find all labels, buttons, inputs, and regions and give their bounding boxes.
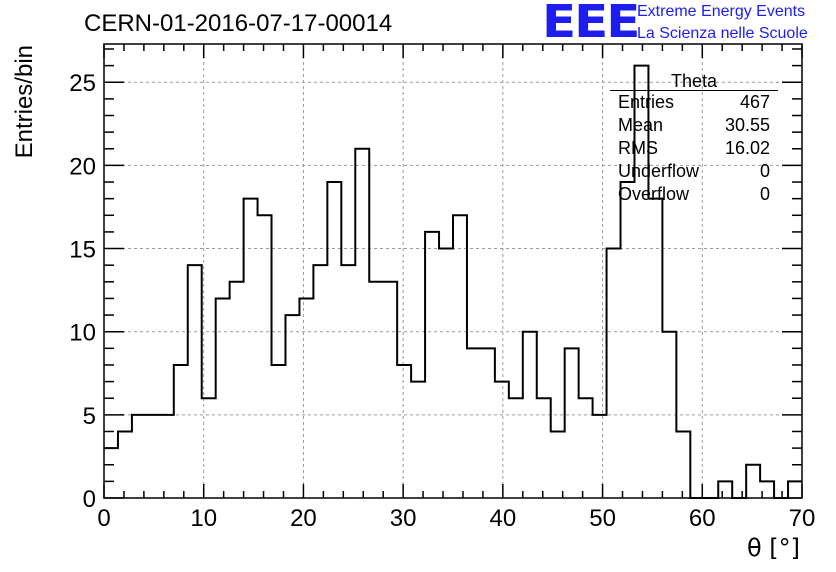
stats-label: RMS xyxy=(618,138,658,158)
histogram-bin xyxy=(718,481,732,498)
stats-value: 467 xyxy=(739,92,770,112)
histogram-bin xyxy=(648,199,662,498)
histogram-bin xyxy=(160,415,174,498)
histogram-bin xyxy=(285,315,299,498)
x-tick-label: 60 xyxy=(689,505,716,532)
x-tick-label: 0 xyxy=(97,505,110,532)
histogram-bin xyxy=(565,348,579,498)
histogram-bin xyxy=(453,215,467,498)
x-tick-label: 40 xyxy=(490,505,517,532)
histogram-bin xyxy=(607,249,621,498)
histogram-bars xyxy=(104,64,802,499)
histogram-bin xyxy=(383,282,397,498)
x-tick-label: 30 xyxy=(390,505,417,532)
plot-frame xyxy=(103,43,803,499)
histogram-bin xyxy=(593,415,607,498)
histogram-bin xyxy=(509,398,523,498)
histogram-bin xyxy=(313,265,327,498)
run-title: CERN-01-2016-07-17-00014 xyxy=(84,10,393,37)
stats-value: 16.02 xyxy=(724,138,770,158)
histogram-bin xyxy=(299,298,313,498)
histogram-bin xyxy=(355,149,369,498)
histogram-bin xyxy=(537,398,551,498)
x-tick-labels: 0 10 20 30 40 50 60 70 xyxy=(97,505,815,532)
histogram-bin xyxy=(118,431,132,498)
histogram-bin xyxy=(411,382,425,498)
org-name-line1: Extreme Energy Events xyxy=(637,3,806,20)
histogram-bin xyxy=(579,398,593,498)
y-tick-label: 25 xyxy=(69,70,96,97)
y-tick-labels: 0 5 10 15 20 25 xyxy=(69,70,96,513)
histogram-bin xyxy=(551,431,565,498)
stats-row-entries: Entries 467 xyxy=(610,91,778,114)
stats-row-rms: RMS 16.02 xyxy=(610,137,778,160)
histogram-bin xyxy=(676,431,690,498)
stats-row-overflow: Overflow 0 xyxy=(610,183,778,206)
y-tick-label: 0 xyxy=(83,486,96,513)
histogram-bin xyxy=(467,348,481,498)
x-tick-label: 10 xyxy=(190,505,217,532)
histogram-bin xyxy=(425,232,439,498)
stats-value: 0 xyxy=(759,184,770,204)
histogram-bin xyxy=(272,365,286,498)
histogram-bin xyxy=(788,481,802,498)
y-tick-label: 20 xyxy=(69,153,96,180)
histogram-bin xyxy=(621,182,635,498)
histogram-bin xyxy=(327,182,341,498)
histogram-bin xyxy=(230,282,244,498)
x-tick-label: 20 xyxy=(290,505,317,532)
histogram-bin xyxy=(244,199,258,498)
histogram-bin xyxy=(397,365,411,498)
histogram-bin xyxy=(188,265,202,498)
histogram-bin xyxy=(439,249,453,498)
histogram-bin xyxy=(746,465,760,498)
histogram-bin xyxy=(132,415,146,498)
org-name-line2: La Scienza nelle Scuole xyxy=(637,25,808,42)
y-tick-label: 10 xyxy=(69,320,96,347)
histogram-bin xyxy=(481,348,495,498)
histogram-bin xyxy=(495,382,509,498)
x-tick-label: 70 xyxy=(789,505,816,532)
histogram-bin xyxy=(146,415,160,498)
x-axis-label: θ [°] xyxy=(747,534,800,562)
stats-label: Entries xyxy=(618,92,675,112)
stats-label: Overflow xyxy=(618,184,690,204)
y-tick-label: 5 xyxy=(83,403,96,430)
stats-row-mean: Mean 30.55 xyxy=(610,114,778,137)
histogram-outline xyxy=(104,64,802,499)
stats-row-underflow: Underflow 0 xyxy=(610,160,778,183)
stats-label: Underflow xyxy=(618,161,700,181)
stats-title: Theta xyxy=(610,70,778,91)
histogram-bin xyxy=(174,365,188,498)
y-tick-label: 15 xyxy=(69,237,96,264)
y-axis-label: Entries/bin xyxy=(11,45,38,158)
histogram-bin xyxy=(216,298,230,498)
eee-logo: EEE xyxy=(542,0,640,48)
axis-ticks xyxy=(103,44,803,499)
stats-label: Mean xyxy=(618,115,664,135)
stats-value: 0 xyxy=(759,161,770,181)
x-tick-label: 50 xyxy=(589,505,616,532)
stats-value: 30.55 xyxy=(724,115,770,135)
histogram-bin xyxy=(369,282,383,498)
stats-box: Theta Entries 467 Mean 30.55 RMS 16.02 U… xyxy=(610,70,778,206)
histogram-bin xyxy=(258,215,272,498)
histogram-bin xyxy=(341,265,355,498)
grid-lines xyxy=(104,44,802,498)
histogram-bin xyxy=(104,448,118,498)
